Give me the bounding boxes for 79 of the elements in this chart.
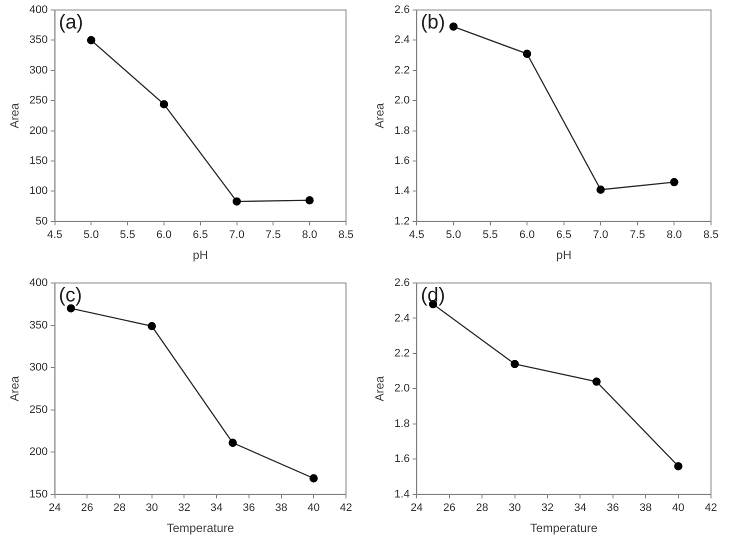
y-tick-label: 1.8: [394, 124, 410, 137]
x-tick-label: 28: [113, 502, 126, 514]
y-tick-label: 2.2: [394, 348, 410, 360]
x-axis-title: pH: [192, 248, 208, 262]
x-tick-label: 5.0: [84, 229, 99, 242]
x-tick-label: 7.5: [630, 229, 646, 242]
y-axis-title: Area: [372, 102, 387, 128]
y-tick-label: 2.0: [394, 94, 410, 107]
y-tick-label: 400: [29, 277, 48, 290]
x-tick-label: 6.0: [156, 229, 172, 242]
y-tick-label: 300: [29, 64, 48, 76]
x-tick-label: 30: [146, 502, 158, 514]
y-tick-label: 1.4: [394, 185, 410, 198]
x-tick-label: 36: [606, 502, 620, 514]
x-tick-label: 40: [672, 502, 684, 514]
x-tick-label: 36: [242, 502, 256, 514]
y-tick-label: 400: [29, 4, 48, 16]
x-tick-label: 34: [210, 502, 223, 514]
x-axis-title: pH: [556, 248, 572, 262]
x-tick-label: 34: [574, 502, 586, 514]
x-tick-label: 28: [476, 502, 488, 514]
x-tick-label: 6.5: [192, 229, 208, 242]
y-tick-label: 100: [29, 185, 48, 198]
x-tick-label: 5.0: [446, 229, 462, 242]
x-tick-label: 24: [48, 502, 61, 514]
x-tick-label: 26: [80, 502, 94, 514]
y-tick-label: 1.6: [394, 453, 410, 466]
y-tick-label: 2.6: [394, 277, 410, 290]
x-axis-title: Temperature: [530, 521, 598, 536]
x-tick-label: 8.5: [338, 229, 354, 242]
y-axis-title: Area: [8, 102, 22, 128]
y-tick-label: 50: [36, 215, 48, 228]
x-tick-label: 40: [308, 502, 320, 514]
y-tick-label: 250: [29, 94, 48, 107]
x-tick-label: 8.0: [666, 229, 682, 242]
x-tick-label: 7.0: [229, 229, 244, 242]
y-axis-title: Area: [8, 376, 22, 402]
x-tick-label: 26: [443, 502, 456, 514]
x-tick-label: 4.5: [409, 229, 424, 242]
x-tick-label: 42: [340, 502, 352, 514]
x-tick-label: 6.0: [519, 229, 535, 242]
y-tick-label: 1.4: [394, 488, 410, 500]
y-tick-label: 1.8: [394, 418, 410, 430]
y-tick-label: 250: [29, 404, 48, 416]
x-tick-label: 32: [178, 502, 190, 514]
y-tick-label: 1.2: [394, 215, 410, 228]
annotation: (d): [420, 284, 446, 307]
x-tick-label: 7.5: [266, 229, 281, 242]
annotation: (c): [58, 284, 82, 307]
y-tick-label: 200: [29, 124, 48, 137]
x-tick-label: 4.5: [47, 229, 62, 242]
y-tick-label: 2.4: [394, 312, 410, 324]
y-tick-label: 2.2: [394, 64, 410, 76]
x-tick-label: 38: [275, 502, 288, 514]
y-tick-label: 150: [29, 488, 48, 500]
x-tick-label: 7.0: [592, 229, 608, 242]
x-axis-title: Temperature: [166, 521, 234, 536]
y-tick-label: 1.6: [394, 155, 410, 168]
x-tick-label: 38: [639, 502, 652, 514]
annotation: (b): [420, 12, 446, 34]
y-tick-label: 350: [29, 319, 48, 332]
x-tick-label: 30: [508, 502, 521, 514]
y-tick-label: 2.4: [394, 34, 410, 46]
x-tick-label: 42: [704, 502, 718, 514]
x-tick-label: 32: [541, 502, 554, 514]
x-tick-label: 24: [410, 502, 423, 514]
y-tick-label: 2.0: [394, 382, 410, 395]
y-tick-label: 350: [29, 34, 48, 46]
y-tick-label: 300: [29, 362, 48, 374]
x-tick-label: 6.5: [556, 229, 572, 242]
x-tick-label: 8.0: [302, 229, 318, 242]
annotation: (a): [58, 12, 84, 34]
y-axis-title: Area: [372, 376, 387, 402]
x-tick-label: 5.5: [120, 229, 136, 242]
y-tick-label: 200: [29, 446, 48, 458]
x-tick-label: 8.5: [703, 229, 719, 242]
y-tick-label: 2.6: [394, 4, 410, 16]
x-tick-label: 5.5: [482, 229, 498, 242]
y-tick-label: 150: [29, 155, 48, 168]
